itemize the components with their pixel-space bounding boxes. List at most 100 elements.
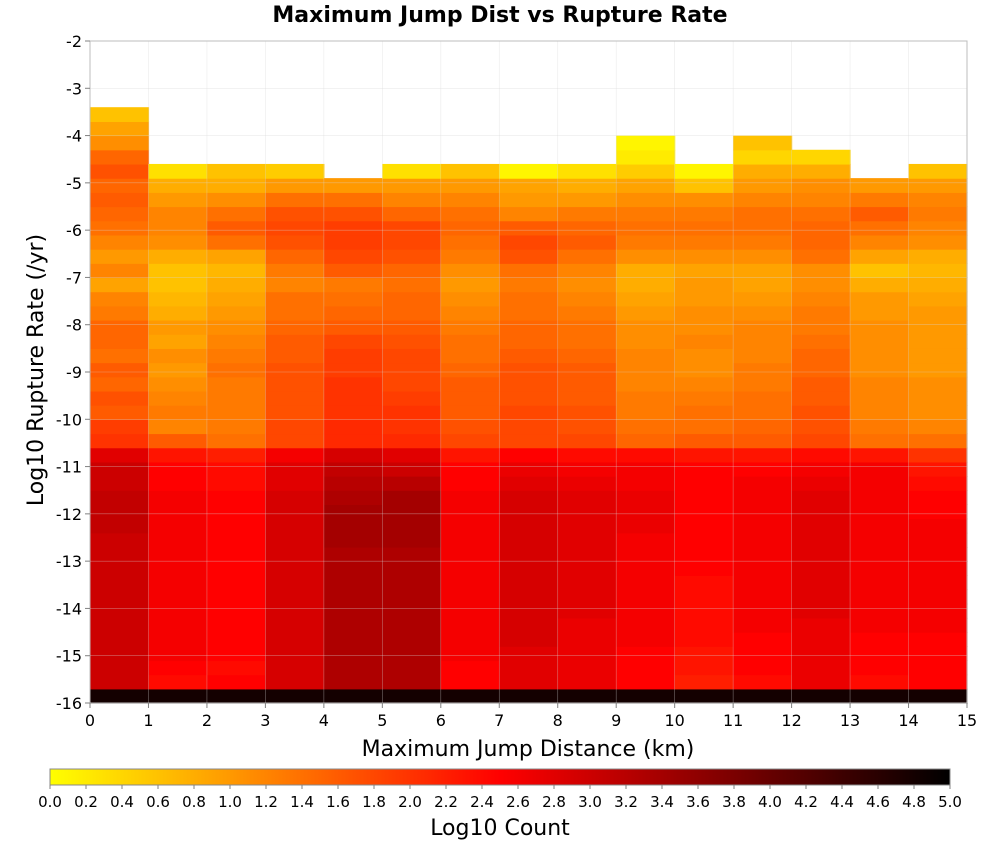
- heatmap-cell: [557, 334, 617, 349]
- heatmap-cell: [733, 135, 793, 151]
- heatmap-cell: [90, 546, 150, 562]
- heatmap-cell: [674, 277, 734, 293]
- heatmap-cell: [90, 291, 150, 307]
- heatmap-cell: [674, 447, 734, 463]
- heatmap-cells: [90, 107, 968, 704]
- heatmap-cell: [148, 163, 208, 179]
- heatmap-cell: [148, 688, 208, 704]
- heatmap-cell: [148, 362, 208, 378]
- heatmap-cell: [382, 291, 442, 307]
- heatmap-cell: [206, 660, 266, 676]
- heatmap-cell: [440, 348, 500, 364]
- heatmap-cell: [90, 334, 150, 349]
- heatmap-cell: [90, 447, 150, 463]
- heatmap-cell: [733, 263, 793, 279]
- heatmap-cell: [616, 575, 676, 591]
- heatmap-cell: [90, 490, 150, 505]
- heatmap-cell: [323, 178, 383, 193]
- heatmap-cell: [791, 632, 851, 647]
- heatmap-cell: [557, 348, 617, 364]
- heatmap-cell: [850, 660, 910, 676]
- heatmap-cell: [265, 362, 325, 378]
- heatmap-cell: [382, 390, 442, 406]
- heatmap-cell: [90, 319, 150, 335]
- heatmap-cell: [791, 263, 851, 279]
- heatmap-cell: [90, 390, 150, 406]
- heatmap-cell: [148, 348, 208, 364]
- heatmap-cell: [791, 405, 851, 420]
- heatmap-cell: [850, 632, 910, 647]
- heatmap-cell: [499, 362, 559, 378]
- heatmap-cell: [148, 589, 208, 605]
- heatmap-cell: [265, 490, 325, 505]
- grid-lines: [89, 40, 968, 704]
- heatmap-cell: [499, 263, 559, 279]
- heatmap-cell: [90, 348, 150, 364]
- heatmap-cell: [323, 546, 383, 562]
- heatmap-cell: [850, 192, 910, 208]
- heatmap-cell: [674, 220, 734, 236]
- heatmap-cell: [499, 674, 559, 690]
- heatmap-cell: [674, 319, 734, 335]
- heatmap-cell: [908, 589, 968, 605]
- heatmap-cell: [499, 688, 559, 704]
- heatmap-cell: [908, 220, 968, 236]
- heatmap-cell: [733, 334, 793, 349]
- heatmap-cell: [206, 305, 266, 321]
- colorbar-tick-label: 3.2: [614, 793, 638, 811]
- heatmap-cell: [791, 362, 851, 378]
- heatmap-cell: [323, 376, 383, 392]
- heatmap-cell: [674, 376, 734, 392]
- heatmap-cell: [440, 362, 500, 378]
- heatmap-cell: [382, 688, 442, 704]
- y-tick-label: -7: [66, 268, 82, 287]
- heatmap-cell: [733, 192, 793, 208]
- heatmap-cell: [148, 674, 208, 690]
- heatmap-cell: [440, 291, 500, 307]
- heatmap-cell: [265, 234, 325, 250]
- heatmap-cell: [90, 532, 150, 548]
- heatmap-cell: [733, 518, 793, 534]
- heatmap-cell: [557, 617, 617, 633]
- heatmap-cell: [90, 504, 150, 520]
- heatmap-cell: [733, 632, 793, 647]
- heatmap-cell: [674, 405, 734, 420]
- heatmap-cell: [265, 178, 325, 193]
- heatmap-cell: [323, 419, 383, 435]
- heatmap-cell: [90, 121, 150, 137]
- heatmap-cell: [791, 249, 851, 264]
- heatmap-cell: [616, 390, 676, 406]
- heatmap-cell: [674, 461, 734, 477]
- heatmap-cell: [557, 589, 617, 605]
- heatmap-cell: [557, 518, 617, 534]
- heatmap-cell: [148, 206, 208, 222]
- heatmap-cell: [791, 305, 851, 321]
- heatmap-cell: [148, 263, 208, 279]
- heatmap-cell: [850, 419, 910, 435]
- heatmap-cell: [90, 135, 150, 151]
- heatmap-cell: [206, 589, 266, 605]
- heatmap-cell: [206, 461, 266, 477]
- heatmap-cell: [733, 234, 793, 250]
- heatmap-cell: [265, 419, 325, 435]
- heatmap-cell: [323, 263, 383, 279]
- heatmap-cell: [557, 660, 617, 676]
- heatmap-cell: [440, 476, 500, 491]
- heatmap-cell: [791, 334, 851, 349]
- colorbar-tick-label: 0.8: [182, 793, 206, 811]
- heatmap-cell: [908, 461, 968, 477]
- heatmap-cell: [791, 163, 851, 179]
- heatmap-cell: [733, 291, 793, 307]
- heatmap-cell: [733, 589, 793, 605]
- heatmap-cell: [148, 291, 208, 307]
- heatmap-cell: [557, 419, 617, 435]
- heatmap-cell: [791, 277, 851, 293]
- heatmap-cell: [323, 461, 383, 477]
- heatmap-cell: [440, 447, 500, 463]
- heatmap-cell: [440, 575, 500, 591]
- heatmap-cell: [206, 319, 266, 335]
- heatmap-cell: [323, 334, 383, 349]
- heatmap-cell: [674, 192, 734, 208]
- heatmap-cell: [206, 206, 266, 222]
- heatmap-cell: [440, 263, 500, 279]
